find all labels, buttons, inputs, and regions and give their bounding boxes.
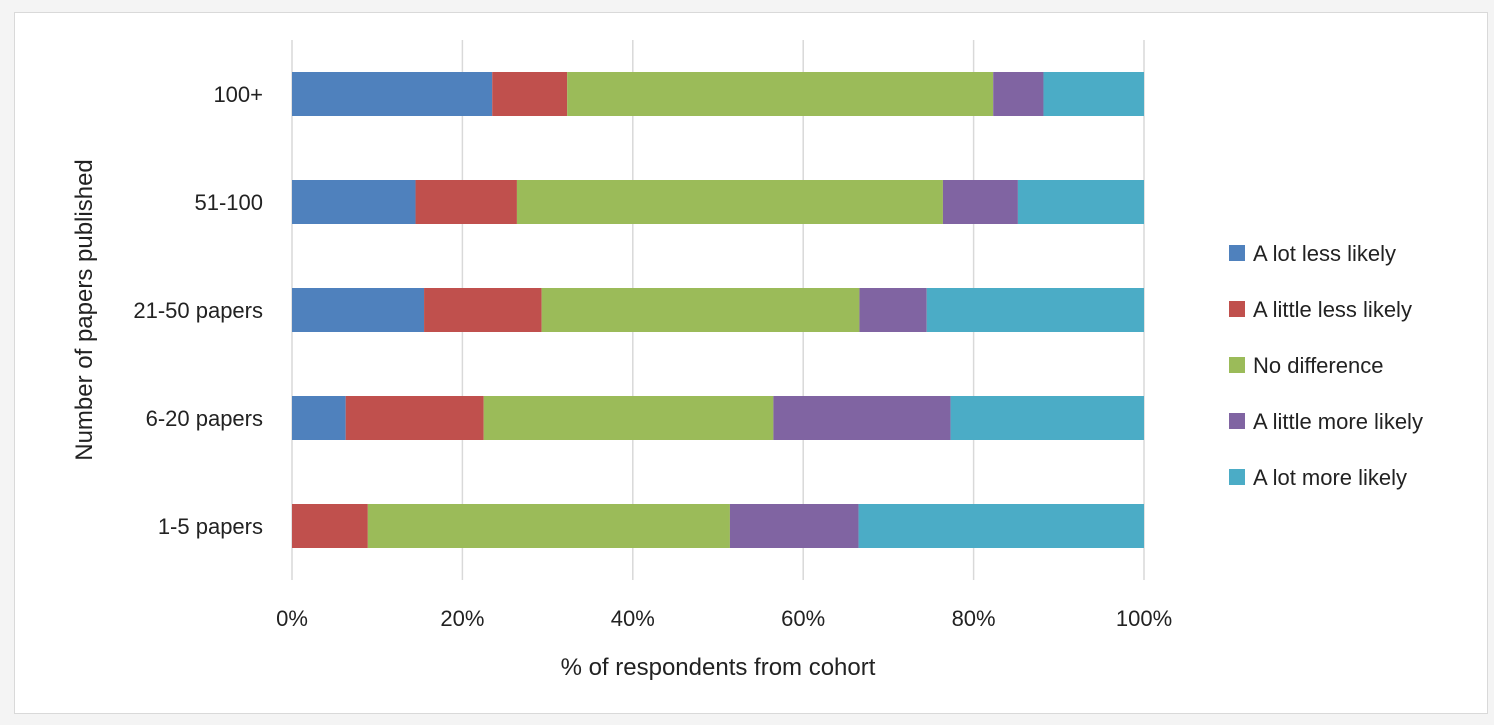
x-tick-label: 80% (952, 606, 996, 631)
bar-segment (292, 180, 416, 224)
legend-label: A little more likely (1253, 409, 1423, 434)
legend-swatch (1229, 413, 1245, 429)
bar-segment (292, 72, 493, 116)
legend: A lot less likely A little less likely No … (1229, 241, 1423, 490)
category-labels: 100+ 51-100 21-50 papers 6-20 papers 1-5 pap… (133, 82, 263, 539)
x-axis-title: % of respondents from cohort (561, 654, 876, 681)
x-tick-label: 40% (611, 606, 655, 631)
category-label: 100+ (213, 82, 263, 107)
bar-segment (367, 504, 730, 548)
legend-label: No difference (1253, 353, 1383, 378)
bar-segment (773, 396, 951, 440)
bar-segment (492, 72, 568, 116)
bar-segment (950, 396, 1144, 440)
bar-segment (345, 396, 484, 440)
bar-segment (415, 180, 517, 224)
x-tick-label: 0% (276, 606, 308, 631)
x-tick-labels: 0% 20% 40% 60% 80% 100% (276, 606, 1172, 631)
x-tick-label: 20% (440, 606, 484, 631)
bar-segment (993, 72, 1044, 116)
x-tick-label: 100% (1116, 606, 1172, 631)
bars (292, 72, 1144, 548)
bar-segment (729, 504, 859, 548)
bar-segment (858, 504, 1144, 548)
category-label: 6-20 papers (146, 406, 263, 431)
bar-segment (541, 288, 860, 332)
bar-segment (483, 396, 774, 440)
bar-segment (1017, 180, 1144, 224)
legend-swatch (1229, 357, 1245, 373)
legend-swatch (1229, 469, 1245, 485)
legend-swatch (1229, 301, 1245, 317)
category-label: 51-100 (194, 190, 263, 215)
bar-segment (926, 288, 1144, 332)
category-label: 21-50 papers (133, 298, 263, 323)
bar-segment (292, 504, 368, 548)
bar-segment (292, 396, 346, 440)
legend-swatch (1229, 245, 1245, 261)
y-axis-title: Number of papers published (71, 159, 98, 461)
bar-segment (292, 288, 425, 332)
bar-segment (516, 180, 943, 224)
bar-segment (567, 72, 994, 116)
bar-segment (424, 288, 542, 332)
legend-label: A lot more likely (1253, 465, 1407, 490)
legend-label: A little less likely (1253, 297, 1412, 322)
x-tick-label: 60% (781, 606, 825, 631)
legend-label: A lot less likely (1253, 241, 1396, 266)
bar-segment (1043, 72, 1144, 116)
category-label: 1-5 papers (158, 514, 263, 539)
bar-segment (859, 288, 927, 332)
bar-segment (942, 180, 1018, 224)
